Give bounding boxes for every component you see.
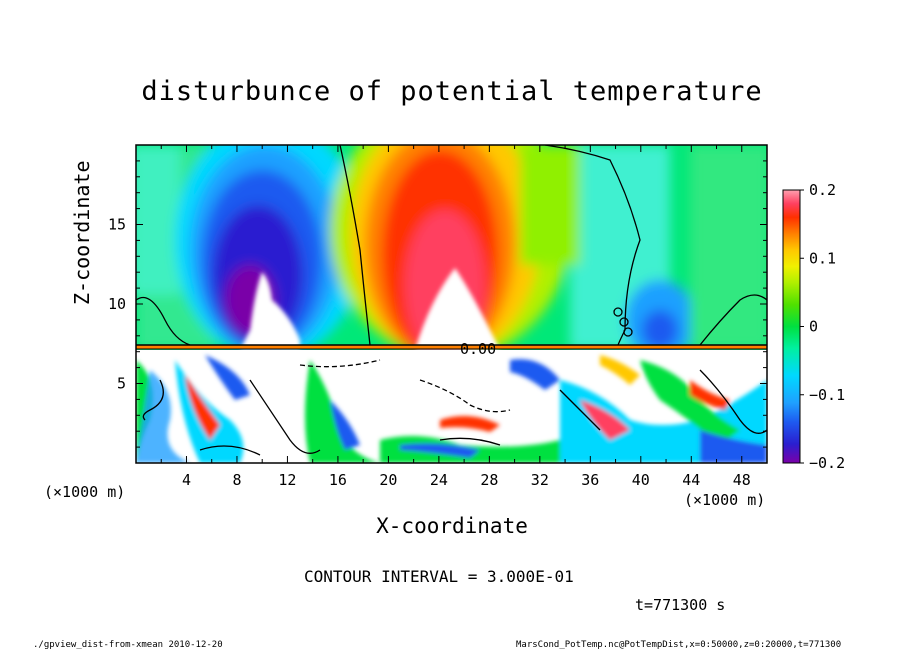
colorbar-tick-label: 0.2 — [809, 181, 836, 199]
x-tick-label: 36 — [581, 471, 599, 489]
x-unit-left-label: (×1000 m) — [44, 483, 126, 501]
contour-interval-label: CONTOUR INTERVAL = 3.000E-01 — [304, 567, 574, 586]
footer-right: MarsCond_PotTemp.nc@PotTempDist,x=0:5000… — [516, 640, 842, 650]
x-tick-label: 44 — [682, 471, 700, 489]
x-tick-label: 8 — [232, 471, 241, 489]
y-tick-label: 10 — [108, 295, 126, 313]
y-axis-label: Z-coordinate — [70, 160, 94, 306]
time-label: t=771300 s — [635, 596, 726, 614]
x-axis-label: X-coordinate — [376, 514, 528, 538]
colorbar — [782, 189, 801, 464]
colorbar-tick-label: −0.2 — [809, 454, 845, 472]
x-tick-label: 28 — [480, 471, 498, 489]
footer-left: ./gpview_dist-from-xmean 2010-12-20 — [33, 640, 223, 650]
colorbar-tick-label: 0.1 — [809, 249, 836, 267]
x-tick-label: 16 — [329, 471, 347, 489]
x-tick-label: 48 — [733, 471, 751, 489]
y-tick-label: 5 — [117, 375, 126, 393]
colorbar-tick-label: −0.1 — [809, 386, 845, 404]
contour-zero-label: 0.00 — [460, 340, 496, 358]
y-tick-label: 15 — [108, 216, 126, 234]
colorbar-axis: 0.2 0.1 0 −0.1 −0.2 — [800, 181, 845, 472]
heatmap-field — [136, 145, 767, 463]
x-tick-label: 4 — [182, 471, 191, 489]
y-axis: 5 10 15 — [108, 160, 767, 448]
x-axis: 4 8 12 16 20 24 28 32 36 40 44 48 — [160, 145, 751, 489]
x-tick-label: 12 — [278, 471, 296, 489]
chart-title: disturbunce of potential temperature — [141, 76, 763, 107]
x-unit-right-label: (×1000 m) — [684, 491, 766, 509]
colorbar-tick-label: 0 — [809, 318, 818, 336]
x-tick-label: 20 — [379, 471, 397, 489]
x-tick-label: 32 — [531, 471, 549, 489]
x-tick-label: 40 — [632, 471, 650, 489]
x-tick-label: 24 — [430, 471, 448, 489]
